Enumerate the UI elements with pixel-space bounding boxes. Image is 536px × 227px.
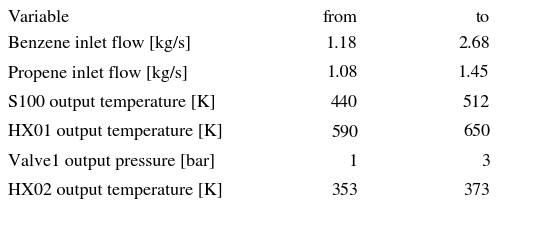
Text: Variable: Variable: [8, 10, 70, 26]
Text: 512: 512: [463, 95, 490, 111]
Text: to: to: [476, 10, 490, 26]
Text: 373: 373: [463, 183, 490, 199]
Text: 1: 1: [349, 153, 358, 169]
Text: 1.08: 1.08: [326, 65, 358, 81]
Text: Propene inlet flow [kg/s]: Propene inlet flow [kg/s]: [8, 65, 188, 81]
Text: from: from: [323, 10, 358, 26]
Text: 440: 440: [331, 95, 358, 111]
Text: 650: 650: [463, 124, 490, 140]
Text: 353: 353: [331, 183, 358, 199]
Text: 3: 3: [481, 153, 490, 169]
Text: HX02 output temperature [K]: HX02 output temperature [K]: [8, 183, 223, 199]
Text: 2.68: 2.68: [458, 36, 490, 52]
Text: HX01 output temperature [K]: HX01 output temperature [K]: [8, 124, 223, 140]
Text: S100 output temperature [K]: S100 output temperature [K]: [8, 95, 215, 111]
Text: Valve1 output pressure [bar]: Valve1 output pressure [bar]: [8, 153, 215, 169]
Text: 590: 590: [331, 124, 358, 140]
Text: Benzene inlet flow [kg/s]: Benzene inlet flow [kg/s]: [8, 36, 191, 52]
Text: 1.18: 1.18: [326, 36, 358, 52]
Text: 1.45: 1.45: [458, 65, 490, 81]
